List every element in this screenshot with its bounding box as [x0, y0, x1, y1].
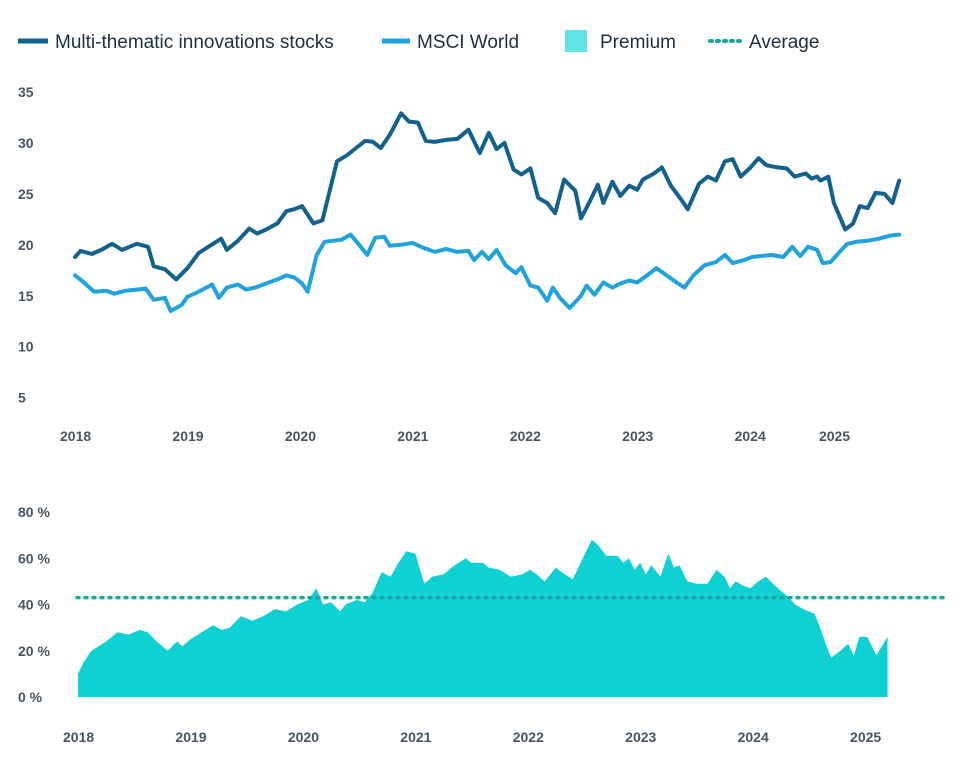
bottom-x-tick-label: 2022 [513, 729, 544, 745]
top-x-tick-label: 2019 [172, 428, 203, 444]
bottom-x-tick-label: 2018 [63, 729, 94, 745]
top-y-tick-label: 15 [18, 288, 34, 304]
bottom-x-tick-label: 2020 [288, 729, 319, 745]
top-x-tick-label: 2018 [60, 428, 91, 444]
series-line-msci-world [73, 232, 902, 313]
bottom-y-axis: 0 % 20 % 40 % 60 % 80 % [18, 504, 50, 705]
top-y-tick-label: 20 [18, 237, 34, 253]
premium-area [78, 539, 888, 697]
top-x-axis: 2018 2019 2020 2021 2022 2023 2024 2025 [60, 428, 850, 444]
top-x-tick-label: 2020 [285, 428, 316, 444]
top-y-tick-label: 10 [18, 339, 34, 355]
top-x-tick-label: 2025 [819, 428, 850, 444]
bottom-y-tick-label: 80 % [18, 504, 50, 520]
bottom-y-tick-label: 20 % [18, 643, 50, 659]
legend: Multi-thematic innovations stocks MSCI W… [18, 30, 819, 53]
top-x-tick-label: 2022 [510, 428, 541, 444]
top-y-tick-label: 35 [18, 84, 34, 100]
legend-swatch-premium [565, 30, 587, 52]
bottom-x-tick-label: 2024 [738, 729, 769, 745]
top-y-axis: 5 10 15 20 25 30 35 [18, 84, 34, 406]
top-x-tick-label: 2021 [397, 428, 428, 444]
bottom-x-tick-label: 2023 [625, 729, 656, 745]
bottom-x-tick-label: 2021 [400, 729, 431, 745]
legend-label-premium: Premium [600, 32, 676, 53]
top-y-tick-label: 30 [18, 135, 34, 151]
bottom-y-tick-label: 0 % [18, 689, 43, 705]
top-y-tick-label: 5 [18, 390, 26, 406]
bottom-plot-area [75, 539, 947, 697]
top-x-tick-label: 2023 [622, 428, 653, 444]
bottom-x-axis: 2018 2019 2020 2021 2022 2023 2024 2025 [63, 729, 881, 745]
bottom-x-tick-label: 2019 [175, 729, 206, 745]
top-y-tick-label: 25 [18, 186, 34, 202]
bottom-x-tick-label: 2025 [850, 729, 881, 745]
top-x-tick-label: 2024 [735, 428, 766, 444]
series-line-multi-thematic [73, 111, 902, 282]
bottom-y-tick-label: 40 % [18, 597, 50, 613]
top-plot-area [73, 111, 902, 313]
legend-label-multi-thematic: Multi-thematic innovations stocks [55, 32, 334, 53]
legend-label-msci-world: MSCI World [417, 32, 519, 53]
bottom-y-tick-label: 60 % [18, 550, 50, 566]
legend-label-average: Average [749, 32, 819, 53]
